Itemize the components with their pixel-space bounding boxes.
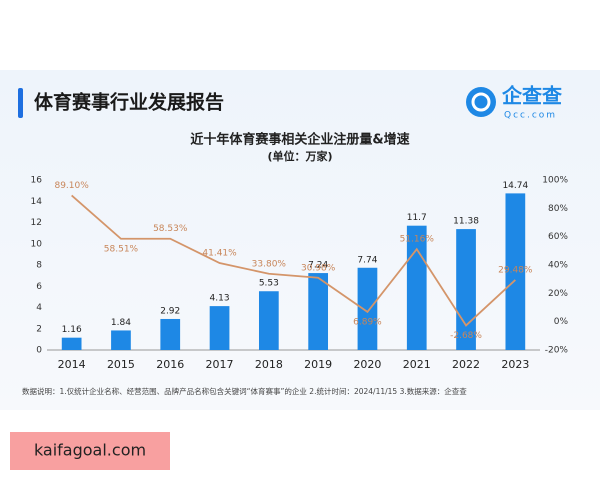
chart-title: 近十年体育赛事相关企业注册量&增速 — [190, 132, 409, 148]
report-title: 体育赛事行业发展报告 — [34, 91, 224, 114]
y2-tick-label: 20% — [548, 289, 568, 299]
bar — [258, 291, 279, 350]
logo-icon — [466, 87, 496, 117]
bar-label: 2.92 — [160, 306, 180, 316]
y2-tick-label: 0% — [554, 317, 569, 327]
bar — [505, 193, 526, 350]
y2-tick-label: 80% — [548, 204, 568, 214]
bar-label: 7.24 — [308, 261, 328, 271]
y2-tick-label: 60% — [548, 232, 568, 242]
bar-label: 7.74 — [357, 255, 377, 265]
bar — [160, 318, 181, 350]
x-tick-label: 2023 — [501, 358, 529, 371]
y-tick-label: 14 — [31, 197, 43, 207]
bar-label: 5.53 — [259, 279, 279, 289]
y-tick-label: 2 — [36, 324, 42, 334]
x-tick-label: 2014 — [58, 358, 86, 371]
bar — [308, 273, 329, 350]
bar-label: 11.38 — [453, 217, 479, 227]
y-tick-label: 0 — [36, 346, 42, 356]
y2-tick-label: 40% — [548, 261, 568, 271]
watermark: kaifagoal.com — [34, 441, 146, 460]
bar — [209, 306, 230, 350]
line-label: 29.48% — [498, 265, 533, 275]
watermark-box — [10, 432, 170, 470]
logo-text: 企查查 — [501, 84, 562, 108]
y2-tick-label: -20% — [545, 346, 569, 356]
y-tick-label: 16 — [31, 176, 43, 186]
bar-label: 4.13 — [210, 294, 230, 304]
x-tick-label: 2021 — [403, 358, 431, 371]
growth-line — [71, 194, 516, 327]
x-tick-label: 2016 — [156, 358, 184, 371]
x-tick-label: 2017 — [206, 358, 234, 371]
y-tick-label: 6 — [36, 282, 42, 292]
line-label: 51.16% — [400, 235, 435, 245]
footnote: 数据说明：1.仅统计企业名称、经营范围、品牌产品名称包含关键词“体育赛事”的企业… — [22, 386, 467, 396]
line-label: -2.68% — [450, 331, 482, 341]
x-tick-label: 2019 — [304, 358, 332, 371]
y-tick-label: 8 — [36, 261, 42, 271]
line-label: 33.80% — [252, 259, 287, 269]
line-label: 58.51% — [104, 244, 139, 254]
bar-label: 1.84 — [111, 318, 131, 328]
line-label: 58.53% — [153, 224, 188, 234]
bar-label: 1.16 — [62, 325, 82, 335]
x-tick-label: 2018 — [255, 358, 283, 371]
bar — [61, 337, 82, 350]
x-tick-label: 2015 — [107, 358, 135, 371]
y-tick-label: 10 — [31, 239, 43, 249]
bar-label: 14.74 — [502, 181, 528, 191]
line-label: 89.10% — [54, 181, 89, 191]
bar-label: 11.7 — [407, 213, 427, 223]
line-label: 41.41% — [202, 249, 237, 259]
bar — [111, 330, 131, 350]
bar — [357, 267, 378, 350]
line-label: 30.98% — [301, 263, 336, 273]
y-tick-label: 12 — [31, 218, 42, 228]
y2-tick-label: 100% — [542, 176, 568, 186]
line-label: 6.89% — [353, 317, 382, 327]
logo-icon-ring — [471, 92, 491, 112]
chart-subtitle: (单位：万家) — [267, 149, 332, 163]
x-tick-label: 2020 — [353, 358, 381, 371]
y-tick-label: 4 — [36, 303, 42, 313]
logo-subtext: Qcc.com — [504, 111, 557, 121]
x-tick-label: 2022 — [452, 358, 480, 371]
title-bar — [18, 88, 23, 118]
card — [0, 70, 600, 410]
